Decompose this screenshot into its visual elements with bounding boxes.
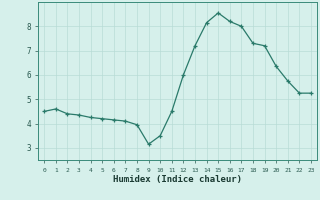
X-axis label: Humidex (Indice chaleur): Humidex (Indice chaleur) <box>113 175 242 184</box>
